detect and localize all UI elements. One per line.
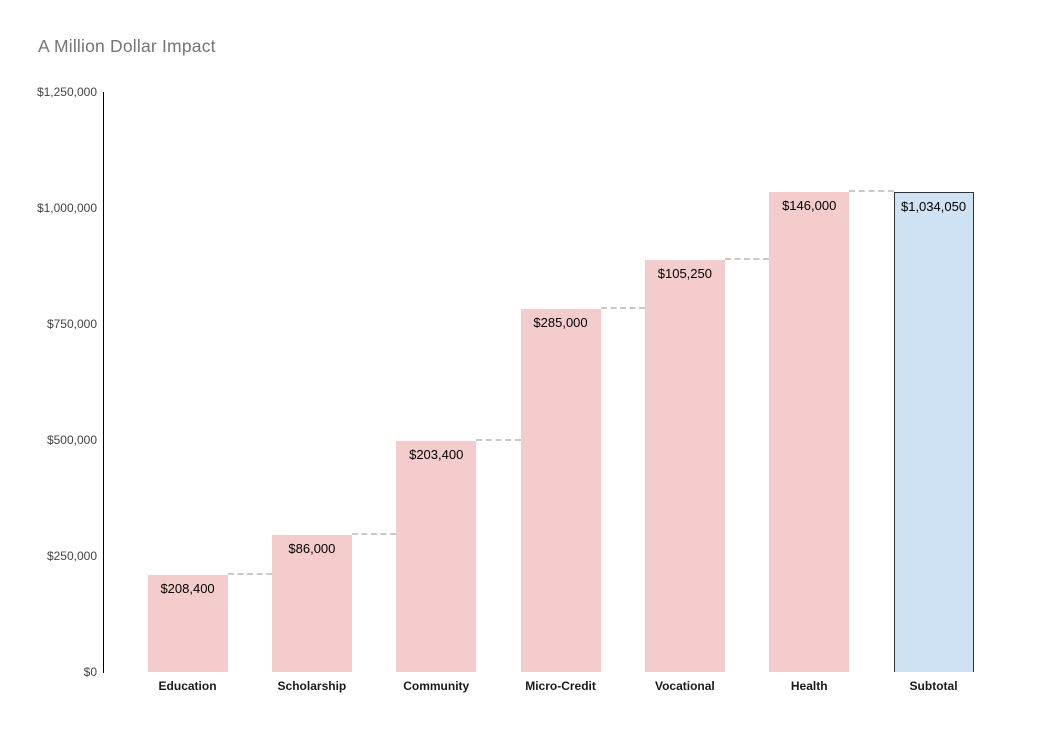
bar-value-label: $86,000 <box>288 541 336 557</box>
y-tick-label: $500,000 <box>46 433 97 447</box>
y-tick-label: $750,000 <box>46 317 97 331</box>
connector-line <box>476 439 521 442</box>
x-category-label: Health <box>790 679 828 693</box>
x-category-label: Subtotal <box>909 679 958 693</box>
bar-value-label: $285,000 <box>533 314 588 330</box>
y-tick-label: $0 <box>83 665 97 679</box>
y-tick-label: $1,000,000 <box>36 201 97 215</box>
x-category-label: Micro-Credit <box>525 679 596 693</box>
bar-value-label: $1,034,050 <box>900 199 967 215</box>
connector-line <box>351 533 397 536</box>
chart-title: A Million Dollar Impact <box>38 36 216 56</box>
bar-community[interactable]: $203,400 <box>396 441 477 672</box>
bar-scholarship[interactable]: $86,000 <box>271 535 352 672</box>
connector-line <box>600 306 645 309</box>
connector-line <box>849 190 894 193</box>
y-tick-label: $1,250,000 <box>36 85 97 99</box>
bar-education[interactable]: $208,400 <box>147 575 228 672</box>
bar-health[interactable]: $146,000 <box>769 192 850 672</box>
x-category-label: Scholarship <box>277 679 347 693</box>
x-category-label: Vocational <box>654 679 715 693</box>
bar-value-label: $203,400 <box>409 447 464 463</box>
bar-subtotal[interactable]: $1,034,050 <box>893 192 974 672</box>
bar-value-label: $146,000 <box>782 198 837 214</box>
connector-line <box>227 573 272 576</box>
x-category-label: Community <box>403 679 470 693</box>
connector-line <box>724 257 770 260</box>
bar-vocational[interactable]: $105,250 <box>644 259 725 672</box>
y-axis-line <box>103 92 104 673</box>
y-tick-label: $250,000 <box>46 549 97 563</box>
x-category-label: Education <box>158 679 217 693</box>
bar-value-label: $105,250 <box>657 265 712 281</box>
bar-micro-credit[interactable]: $285,000 <box>520 308 601 672</box>
bar-value-label: $208,400 <box>160 581 215 597</box>
